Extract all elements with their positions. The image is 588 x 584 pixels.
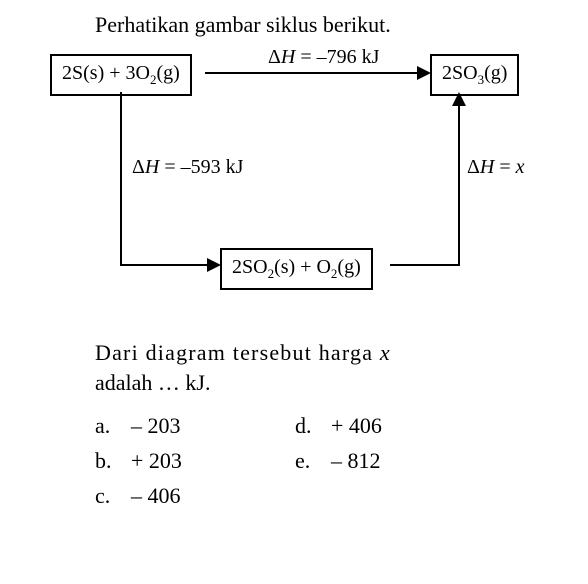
node-mid: (s) + O [274, 256, 331, 278]
edge-label-right: ΔH = x [467, 156, 525, 179]
option-letter: c. [95, 478, 131, 513]
option-value: – 203 [131, 408, 181, 443]
node-text: 2S(s) + 3O [62, 62, 150, 84]
H: H [145, 156, 159, 178]
node-product: 2SO3(g) [430, 54, 519, 96]
q-var: x [380, 340, 391, 365]
cycle-diagram: 2S(s) + 3O2(g) 2SO3(g) 2SO2(s) + O2(g) Δ… [50, 48, 550, 308]
arrow-left-head [207, 258, 221, 272]
option-value: + 203 [131, 443, 182, 478]
delta: Δ [467, 156, 480, 178]
option-b[interactable]: b. + 203 [95, 443, 295, 478]
arrow-left-h [120, 264, 210, 266]
node-reactants: 2S(s) + 3O2(g) [50, 54, 192, 96]
option-letter: a. [95, 408, 131, 443]
node-intermediate: 2SO2(s) + O2(g) [220, 248, 373, 290]
node-tail2: (g) [337, 256, 360, 278]
option-e[interactable]: e. – 812 [295, 443, 495, 478]
option-value: + 406 [331, 408, 382, 443]
option-c[interactable]: c. – 406 [95, 478, 305, 513]
option-value: – 406 [131, 478, 181, 513]
arrow-right-h [390, 264, 460, 266]
delta: Δ [132, 156, 145, 178]
arrow-left-v [120, 92, 122, 266]
node-text: 2SO [232, 256, 268, 278]
H: H [480, 156, 494, 178]
rest: = [494, 156, 515, 178]
q-part1: Dari diagram tersebut harga [95, 340, 380, 365]
arrow-right-head [452, 92, 466, 106]
page-title: Perhatikan gambar siklus berikut. [95, 12, 391, 38]
var: x [516, 156, 525, 178]
node-text: 2SO [442, 62, 478, 84]
q-part2: adalah … kJ. [95, 368, 495, 398]
option-a[interactable]: a. – 203 [95, 408, 295, 443]
option-d[interactable]: d. + 406 [295, 408, 495, 443]
arrow-right-v [458, 104, 460, 266]
H: H [281, 46, 295, 68]
option-letter: e. [295, 443, 331, 478]
node-tail: (g) [484, 62, 507, 84]
arrow-top-head [417, 66, 431, 80]
answer-options: a. – 203 d. + 406 b. + 203 e. – 812 c. –… [95, 408, 495, 514]
node-tail: (g) [156, 62, 179, 84]
option-value: – 812 [331, 443, 381, 478]
edge-label-top: ΔH = –796 kJ [268, 46, 379, 69]
edge-label-left: ΔH = –593 kJ [132, 156, 243, 179]
rest: = –593 kJ [159, 156, 243, 178]
rest: = –796 kJ [295, 46, 379, 68]
question-text: Dari diagram tersebut harga x adalah … k… [95, 338, 495, 397]
arrow-top [205, 72, 420, 74]
option-letter: b. [95, 443, 131, 478]
delta: Δ [268, 46, 281, 68]
option-letter: d. [295, 408, 331, 443]
